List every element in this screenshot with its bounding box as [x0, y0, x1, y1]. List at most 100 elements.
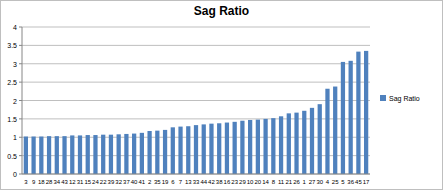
bar	[240, 121, 244, 174]
bar	[202, 124, 206, 174]
x-tick-label: 43	[61, 179, 68, 185]
x-tick-label: 27	[309, 179, 316, 185]
bar	[294, 113, 298, 174]
x-tick-label: 4	[326, 179, 330, 185]
x-tick-label: 25	[332, 179, 339, 185]
bar	[302, 111, 306, 174]
x-tick-label: 6	[171, 179, 175, 185]
grid-line	[22, 45, 370, 46]
x-tick-label: 33	[193, 179, 200, 185]
bar	[132, 134, 136, 174]
x-tick-label: 13	[185, 179, 192, 185]
x-tick-label: 42	[208, 179, 215, 185]
x-tick-label: 16	[224, 179, 231, 185]
x-tick-label: 31	[77, 179, 84, 185]
x-tick-label: 26	[293, 179, 300, 185]
y-tick-label: 1.5	[7, 116, 17, 123]
bar	[356, 52, 360, 174]
x-tick-label: 41	[139, 179, 146, 185]
bar	[62, 136, 66, 174]
bar	[256, 120, 260, 174]
y-tick-label: 0.5	[7, 153, 17, 160]
x-tick-label: 12	[69, 179, 76, 185]
x-tick-label: 17	[363, 179, 370, 185]
bar	[349, 61, 353, 174]
title: Sag Ratio	[194, 4, 249, 18]
x-tick-label: 36	[347, 179, 354, 185]
bar	[31, 137, 35, 174]
bar	[364, 51, 368, 174]
grid-line	[22, 100, 370, 101]
bar	[155, 131, 159, 174]
x-axis	[22, 174, 370, 175]
x-tick-label: 9	[32, 179, 36, 185]
bar	[333, 87, 337, 174]
bar	[86, 135, 90, 174]
x-tick-label: 40	[131, 179, 138, 185]
x-tick-label: 2	[148, 179, 152, 185]
bar	[271, 118, 275, 174]
x-tick-label: 35	[154, 179, 161, 185]
bar	[171, 127, 175, 174]
x-tick-label: 14	[262, 179, 269, 185]
bar	[209, 124, 213, 174]
y-axis	[22, 27, 23, 174]
bar	[78, 135, 82, 174]
grid-line	[22, 63, 370, 64]
bar	[24, 137, 28, 174]
bar	[248, 120, 252, 174]
x-tick-label: 20	[255, 179, 262, 185]
x-tick-label: 39	[108, 179, 115, 185]
bar	[39, 137, 43, 174]
bar	[70, 135, 74, 174]
y-tick-label: 0	[13, 171, 17, 178]
x-tick-label: 38	[216, 179, 223, 185]
grid-line	[22, 27, 370, 28]
bar	[318, 104, 322, 174]
x-tick-label: 45	[355, 179, 362, 185]
bar	[325, 89, 329, 174]
x-tick-label: 32	[115, 179, 122, 185]
x-tick-label: 7	[179, 179, 183, 185]
chart-frame	[1, 1, 443, 190]
x-tick-label: 10	[247, 179, 254, 185]
bar	[217, 123, 221, 174]
x-tick-label: 23	[231, 179, 238, 185]
bar	[101, 135, 105, 174]
bar	[225, 123, 229, 174]
bar	[163, 130, 167, 174]
bar	[194, 125, 198, 174]
y-tick-label: 2.5	[7, 79, 17, 86]
y-tick-label: 2	[13, 98, 17, 105]
bar	[287, 113, 291, 174]
x-tick-label: 19	[162, 179, 169, 185]
bar	[263, 119, 267, 174]
bar	[233, 122, 237, 174]
x-tick-label: 15	[84, 179, 91, 185]
x-tick-label: 8	[272, 179, 276, 185]
x-tick-label: 28	[46, 179, 53, 185]
x-tick-label: 21	[285, 179, 292, 185]
bar	[147, 131, 151, 174]
bar	[109, 135, 113, 174]
chart: Sag Ratio00.511.522.533.5439182834431231…	[0, 0, 443, 190]
x-tick-label: 44	[200, 179, 207, 185]
legend-label: Sag Ratio	[389, 95, 420, 103]
bar	[55, 136, 59, 174]
x-tick-label: 1	[303, 179, 307, 185]
x-tick-label: 24	[92, 179, 99, 185]
bar	[178, 127, 182, 174]
x-tick-label: 18	[38, 179, 45, 185]
x-tick-label: 29	[239, 179, 246, 185]
bar	[186, 126, 190, 174]
bar	[310, 108, 314, 174]
x-tick-label: 5	[341, 179, 345, 185]
bar	[279, 116, 283, 174]
grid-line	[22, 174, 370, 175]
x-tick-label: 3	[24, 179, 28, 185]
bar	[93, 135, 97, 174]
bar	[124, 134, 128, 174]
bar	[117, 134, 121, 174]
x-tick-label: 11	[278, 179, 285, 185]
bar	[140, 133, 144, 174]
